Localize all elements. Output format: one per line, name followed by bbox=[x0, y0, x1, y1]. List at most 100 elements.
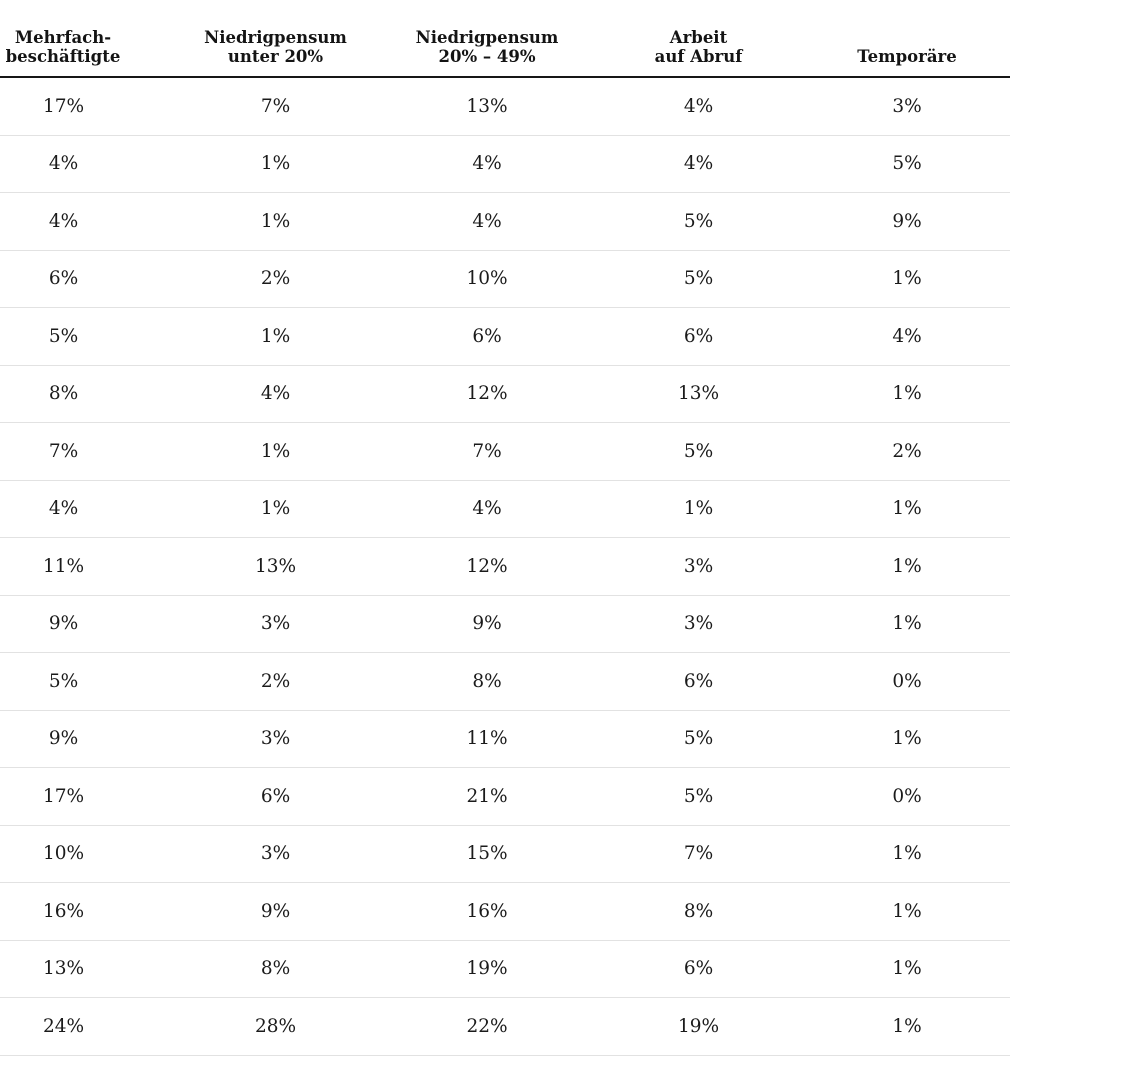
table-cell: 8% bbox=[593, 882, 804, 941]
table-row: 13% 8% 19% 6% 1% bbox=[0, 940, 1010, 998]
column-header-niedrigpensum-unter-20: Niedrigpensum unter 20% bbox=[170, 0, 381, 78]
table-row: 5% 2% 8% 6% 0% bbox=[0, 652, 1010, 711]
table-cell: 9% bbox=[0, 710, 170, 768]
table-row: 4% 1% 4% 4% 5% bbox=[0, 135, 1010, 193]
header-line-1: Arbeit bbox=[669, 28, 728, 47]
employment-types-table: Mehrfach- beschäftigte Niedrigpensum unt… bbox=[0, 0, 1010, 1056]
table-cell: 28% bbox=[170, 997, 381, 1056]
table-cell: 1% bbox=[170, 422, 381, 481]
table-cell: 3% bbox=[593, 537, 804, 596]
table-cell: 7% bbox=[0, 422, 170, 481]
header-line-2: 20% – 49% bbox=[438, 47, 536, 66]
table-cell: 4% bbox=[381, 135, 593, 193]
table-cell: 8% bbox=[381, 652, 593, 711]
table-cell: 5% bbox=[593, 710, 804, 768]
table-cell: 12% bbox=[381, 537, 593, 596]
table-cell: 13% bbox=[593, 365, 804, 423]
table-cell: 8% bbox=[0, 365, 170, 423]
table-cell: 13% bbox=[0, 940, 170, 998]
table-cell: 7% bbox=[170, 77, 381, 136]
table-cell: 10% bbox=[0, 825, 170, 883]
table-row: 6% 2% 10% 5% 1% bbox=[0, 250, 1010, 308]
column-header-temporaere: Temporäre bbox=[804, 0, 1010, 78]
header-line-2: beschäftigte bbox=[5, 47, 121, 66]
table-cell: 9% bbox=[804, 192, 1010, 251]
table-cell: 5% bbox=[804, 135, 1010, 193]
table-cell: 5% bbox=[593, 422, 804, 481]
table-row: 17% 6% 21% 5% 0% bbox=[0, 767, 1010, 826]
column-header-niedrigpensum-20-49: Niedrigpensum 20% – 49% bbox=[381, 0, 593, 78]
table-row: 24% 28% 22% 19% 1% bbox=[0, 997, 1010, 1056]
table-cell: 1% bbox=[593, 480, 804, 538]
table-cell: 10% bbox=[381, 250, 593, 308]
table-body: 17% 7% 13% 4% 3% 4% 1% 4% 4% 5% 4% 1% 4%… bbox=[0, 77, 1010, 1056]
table-cell: 5% bbox=[0, 307, 170, 366]
table-row: 5% 1% 6% 6% 4% bbox=[0, 307, 1010, 366]
table-cell: 7% bbox=[593, 825, 804, 883]
table-row: 11% 13% 12% 3% 1% bbox=[0, 537, 1010, 596]
table-cell: 5% bbox=[593, 767, 804, 826]
table-cell: 1% bbox=[804, 940, 1010, 998]
table-cell: 3% bbox=[804, 77, 1010, 136]
table-cell: 4% bbox=[593, 77, 804, 136]
table-row: 7% 1% 7% 5% 2% bbox=[0, 422, 1010, 481]
table-cell: 2% bbox=[170, 250, 381, 308]
table-cell: 1% bbox=[804, 882, 1010, 941]
table-cell: 6% bbox=[593, 652, 804, 711]
table-row: 4% 1% 4% 5% 9% bbox=[0, 192, 1010, 251]
table-cell: 4% bbox=[381, 192, 593, 251]
table-row: 16% 9% 16% 8% 1% bbox=[0, 882, 1010, 941]
table-cell: 9% bbox=[381, 595, 593, 653]
table-cell: 0% bbox=[804, 652, 1010, 711]
table-row: 9% 3% 11% 5% 1% bbox=[0, 710, 1010, 768]
table-cell: 19% bbox=[593, 997, 804, 1056]
table-cell: 1% bbox=[804, 595, 1010, 653]
table-cell: 3% bbox=[170, 710, 381, 768]
table-cell: 1% bbox=[170, 192, 381, 251]
header-line-1: Temporäre bbox=[857, 47, 957, 66]
table-cell: 1% bbox=[170, 480, 381, 538]
table-cell: 19% bbox=[381, 940, 593, 998]
table-cell: 4% bbox=[593, 135, 804, 193]
table-cell: 3% bbox=[170, 595, 381, 653]
table-cell: 22% bbox=[381, 997, 593, 1056]
header-line-2: auf Abruf bbox=[654, 47, 743, 66]
table-cell: 17% bbox=[0, 767, 170, 826]
header-line-1: Niedrigpensum bbox=[204, 28, 347, 47]
table-row: 8% 4% 12% 13% 1% bbox=[0, 365, 1010, 423]
table-cell: 16% bbox=[381, 882, 593, 941]
header-line-2: unter 20% bbox=[227, 47, 324, 66]
table-cell: 17% bbox=[0, 77, 170, 136]
table-row: 10% 3% 15% 7% 1% bbox=[0, 825, 1010, 883]
table-cell: 5% bbox=[0, 652, 170, 711]
table-cell: 3% bbox=[170, 825, 381, 883]
employment-types-table-container: Mehrfach- beschäftigte Niedrigpensum unt… bbox=[0, 0, 1010, 1056]
column-header-arbeit-auf-abruf: Arbeit auf Abruf bbox=[593, 0, 804, 78]
table-cell: 15% bbox=[381, 825, 593, 883]
table-cell: 7% bbox=[381, 422, 593, 481]
table-cell: 1% bbox=[804, 250, 1010, 308]
header-line-1: Niedrigpensum bbox=[415, 28, 559, 47]
table-cell: 1% bbox=[804, 825, 1010, 883]
table-row: 17% 7% 13% 4% 3% bbox=[0, 77, 1010, 136]
table-cell: 2% bbox=[170, 652, 381, 711]
table-cell: 9% bbox=[170, 882, 381, 941]
table-cell: 12% bbox=[381, 365, 593, 423]
table-cell: 1% bbox=[804, 480, 1010, 538]
table-cell: 1% bbox=[804, 365, 1010, 423]
table-cell: 16% bbox=[0, 882, 170, 941]
header-row: Mehrfach- beschäftigte Niedrigpensum unt… bbox=[0, 0, 1010, 78]
table-cell: 21% bbox=[381, 767, 593, 826]
table-cell: 24% bbox=[0, 997, 170, 1056]
table-cell: 4% bbox=[381, 480, 593, 538]
table-cell: 6% bbox=[593, 940, 804, 998]
table-row: 9% 3% 9% 3% 1% bbox=[0, 595, 1010, 653]
table-cell: 11% bbox=[381, 710, 593, 768]
table-cell: 11% bbox=[0, 537, 170, 596]
table-cell: 0% bbox=[804, 767, 1010, 826]
table-cell: 4% bbox=[0, 192, 170, 251]
table-cell: 1% bbox=[804, 537, 1010, 596]
table-cell: 13% bbox=[381, 77, 593, 136]
table-cell: 1% bbox=[170, 135, 381, 193]
table-cell: 1% bbox=[804, 997, 1010, 1056]
